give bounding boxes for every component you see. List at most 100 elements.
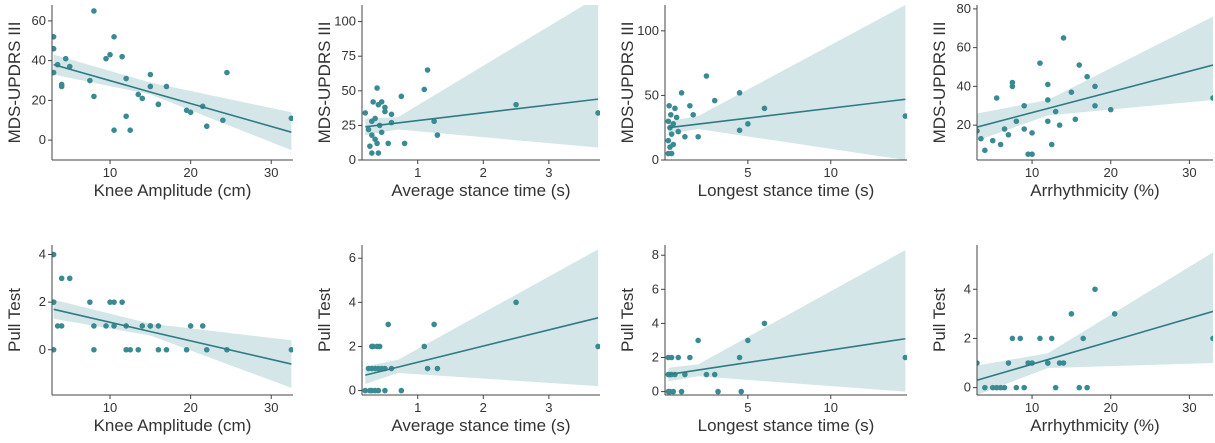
data-point <box>139 323 146 329</box>
confidence-band <box>977 252 1213 395</box>
data-point <box>127 346 133 353</box>
y-axis-label: MDS-UPDRS III <box>315 22 334 144</box>
x-tick-label: 30 <box>264 165 278 180</box>
data-point <box>372 136 378 143</box>
data-point <box>736 354 743 361</box>
data-point <box>1009 79 1016 86</box>
data-point <box>183 346 190 353</box>
data-point <box>123 75 129 82</box>
data-point <box>1056 122 1063 128</box>
x-tick-label: 10 <box>103 165 117 180</box>
data-point <box>745 337 751 344</box>
data-point <box>1045 360 1051 366</box>
plot-area <box>52 8 293 151</box>
data-point <box>119 299 125 305</box>
data-point <box>401 140 408 147</box>
data-point <box>52 33 57 40</box>
data-point <box>382 108 388 115</box>
data-point <box>66 275 73 282</box>
x-tick-label: 20 <box>1103 400 1117 415</box>
data-point <box>1076 384 1083 391</box>
data-point <box>665 118 672 125</box>
data-point <box>703 371 710 378</box>
data-point <box>1068 89 1075 95</box>
x-axis-label: Average stance time (s) <box>391 181 570 200</box>
x-tick-label: 10 <box>824 400 838 415</box>
data-point <box>382 104 388 111</box>
data-point <box>668 150 675 157</box>
y-tick-label: 60 <box>957 40 971 55</box>
regression-line <box>365 98 599 128</box>
data-point <box>376 343 383 350</box>
data-point <box>434 365 441 372</box>
y-tick-label: 0 <box>652 152 659 167</box>
regression-line <box>668 337 906 376</box>
data-point <box>1037 60 1043 66</box>
data-point <box>155 346 162 353</box>
data-point <box>91 323 97 329</box>
y-tick-label: 80 <box>957 1 971 16</box>
data-point <box>1013 384 1020 391</box>
data-point <box>1037 335 1043 342</box>
y-tick-label: 100 <box>637 23 659 38</box>
x-tick-label: 2 <box>480 165 487 180</box>
data-point <box>203 123 210 130</box>
data-point <box>111 323 117 329</box>
y-tick-label: 60 <box>32 13 46 28</box>
data-point <box>155 101 162 108</box>
data-point <box>982 147 988 154</box>
data-point <box>678 388 685 395</box>
data-point <box>1068 311 1075 317</box>
data-point <box>123 113 129 120</box>
y-tick-label: 4 <box>39 247 46 262</box>
plot-area <box>362 5 600 156</box>
data-point <box>978 135 984 142</box>
data-point <box>672 105 678 112</box>
x-tick-label: 5 <box>744 165 751 180</box>
x-tick-label: 1 <box>414 165 421 180</box>
x-tick-label: 10 <box>1025 400 1039 415</box>
data-point <box>385 321 392 328</box>
data-point <box>385 140 392 147</box>
y-tick-label: 0 <box>39 342 46 357</box>
data-point <box>107 299 113 305</box>
data-point <box>1080 335 1086 342</box>
data-point <box>1052 384 1059 391</box>
data-point <box>982 384 988 391</box>
plot-area <box>52 251 293 388</box>
data-point <box>62 55 69 62</box>
x-tick-label: 20 <box>1103 165 1117 180</box>
data-point <box>1005 360 1012 366</box>
y-tick-label: 2 <box>652 350 659 365</box>
data-point <box>1092 102 1098 109</box>
data-point <box>111 33 117 40</box>
y-tick-label: 50 <box>342 83 356 98</box>
regression-line <box>53 308 292 365</box>
data-point <box>1060 35 1067 41</box>
y-tick-label: 4 <box>652 315 659 330</box>
data-point <box>107 51 113 58</box>
data-point <box>431 118 437 125</box>
data-point <box>362 110 369 116</box>
data-point <box>375 387 382 394</box>
data-point <box>139 95 146 102</box>
data-point <box>668 111 674 118</box>
data-point <box>711 97 718 104</box>
data-point <box>690 111 696 118</box>
y-axis-label: Pull Test <box>315 288 334 352</box>
x-tick-label: 30 <box>264 400 278 415</box>
x-tick-label: 3 <box>545 165 552 180</box>
data-point <box>687 354 693 361</box>
data-point <box>1001 126 1008 132</box>
data-point <box>103 55 109 62</box>
data-point <box>682 133 688 140</box>
data-point <box>378 99 385 105</box>
data-point <box>199 323 206 329</box>
y-axis-label: Pull Test <box>930 288 949 352</box>
data-point <box>989 384 996 391</box>
data-point <box>58 323 65 329</box>
panel: 0 2 4 10 20 30 Knee Amplitude (cm) Pull Test <box>5 245 293 435</box>
